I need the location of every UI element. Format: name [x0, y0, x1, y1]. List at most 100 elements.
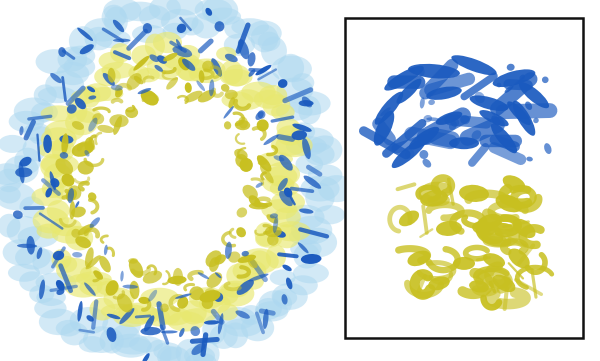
Ellipse shape — [89, 217, 100, 228]
Ellipse shape — [206, 272, 222, 288]
Ellipse shape — [94, 270, 103, 280]
Ellipse shape — [2, 239, 39, 266]
Ellipse shape — [65, 226, 93, 251]
Ellipse shape — [67, 104, 77, 114]
Ellipse shape — [299, 100, 314, 106]
Ellipse shape — [188, 58, 226, 80]
Ellipse shape — [64, 56, 95, 78]
Ellipse shape — [45, 70, 84, 99]
Ellipse shape — [239, 158, 253, 172]
Ellipse shape — [94, 29, 131, 48]
Ellipse shape — [242, 251, 249, 256]
Ellipse shape — [132, 139, 139, 146]
Ellipse shape — [271, 56, 312, 82]
Ellipse shape — [29, 126, 52, 145]
Ellipse shape — [422, 159, 431, 168]
Ellipse shape — [35, 273, 76, 292]
Ellipse shape — [118, 303, 158, 324]
Ellipse shape — [314, 205, 345, 225]
Ellipse shape — [288, 275, 318, 295]
Ellipse shape — [305, 183, 335, 212]
Ellipse shape — [144, 316, 154, 331]
Ellipse shape — [98, 52, 124, 70]
Ellipse shape — [291, 122, 315, 141]
Ellipse shape — [139, 306, 160, 324]
Ellipse shape — [469, 280, 489, 292]
Ellipse shape — [214, 255, 226, 265]
Ellipse shape — [251, 25, 278, 52]
Ellipse shape — [279, 191, 293, 206]
Ellipse shape — [185, 226, 200, 234]
Ellipse shape — [163, 53, 200, 70]
Ellipse shape — [453, 257, 475, 270]
Ellipse shape — [178, 57, 190, 70]
Ellipse shape — [38, 86, 77, 103]
Ellipse shape — [184, 91, 202, 103]
Ellipse shape — [259, 290, 292, 317]
Ellipse shape — [197, 272, 209, 279]
Ellipse shape — [263, 175, 295, 193]
Ellipse shape — [129, 156, 143, 167]
Ellipse shape — [68, 186, 82, 200]
Ellipse shape — [220, 307, 256, 330]
Ellipse shape — [129, 166, 137, 176]
Ellipse shape — [56, 280, 65, 291]
Ellipse shape — [43, 135, 52, 153]
Ellipse shape — [17, 226, 58, 248]
Ellipse shape — [236, 208, 247, 218]
Ellipse shape — [202, 61, 214, 72]
Ellipse shape — [279, 155, 293, 171]
Ellipse shape — [304, 175, 321, 189]
Ellipse shape — [61, 322, 88, 345]
Ellipse shape — [101, 304, 138, 319]
Ellipse shape — [544, 143, 551, 154]
Ellipse shape — [179, 328, 185, 337]
Ellipse shape — [289, 228, 320, 245]
Ellipse shape — [384, 66, 424, 91]
Ellipse shape — [293, 243, 320, 269]
Ellipse shape — [192, 339, 220, 361]
Ellipse shape — [41, 105, 76, 122]
Ellipse shape — [218, 304, 238, 321]
Ellipse shape — [261, 36, 287, 65]
Ellipse shape — [137, 229, 143, 238]
Ellipse shape — [225, 242, 232, 259]
Ellipse shape — [127, 145, 140, 154]
Ellipse shape — [136, 68, 160, 82]
Ellipse shape — [302, 138, 311, 159]
Ellipse shape — [173, 268, 183, 286]
Ellipse shape — [101, 5, 126, 29]
Ellipse shape — [166, 0, 203, 16]
Ellipse shape — [46, 188, 52, 197]
Ellipse shape — [196, 81, 205, 91]
Ellipse shape — [273, 216, 278, 233]
Ellipse shape — [272, 289, 297, 306]
Ellipse shape — [238, 255, 256, 263]
Ellipse shape — [108, 68, 115, 83]
Ellipse shape — [231, 89, 263, 110]
Ellipse shape — [277, 78, 313, 103]
Ellipse shape — [56, 62, 89, 85]
Ellipse shape — [39, 279, 45, 299]
Ellipse shape — [77, 301, 83, 322]
Ellipse shape — [507, 64, 515, 71]
Ellipse shape — [526, 157, 533, 161]
Ellipse shape — [32, 208, 69, 234]
Ellipse shape — [113, 116, 122, 135]
Ellipse shape — [428, 100, 435, 105]
Ellipse shape — [292, 130, 307, 140]
Ellipse shape — [103, 288, 134, 310]
Ellipse shape — [119, 2, 161, 21]
Ellipse shape — [178, 63, 199, 81]
Ellipse shape — [420, 97, 425, 109]
Ellipse shape — [221, 84, 229, 92]
Ellipse shape — [293, 263, 329, 283]
Ellipse shape — [145, 34, 165, 58]
Ellipse shape — [199, 70, 205, 83]
Ellipse shape — [503, 175, 525, 192]
Ellipse shape — [497, 83, 502, 87]
Ellipse shape — [104, 245, 107, 255]
Ellipse shape — [125, 133, 215, 237]
Ellipse shape — [29, 284, 54, 303]
Ellipse shape — [83, 83, 111, 102]
